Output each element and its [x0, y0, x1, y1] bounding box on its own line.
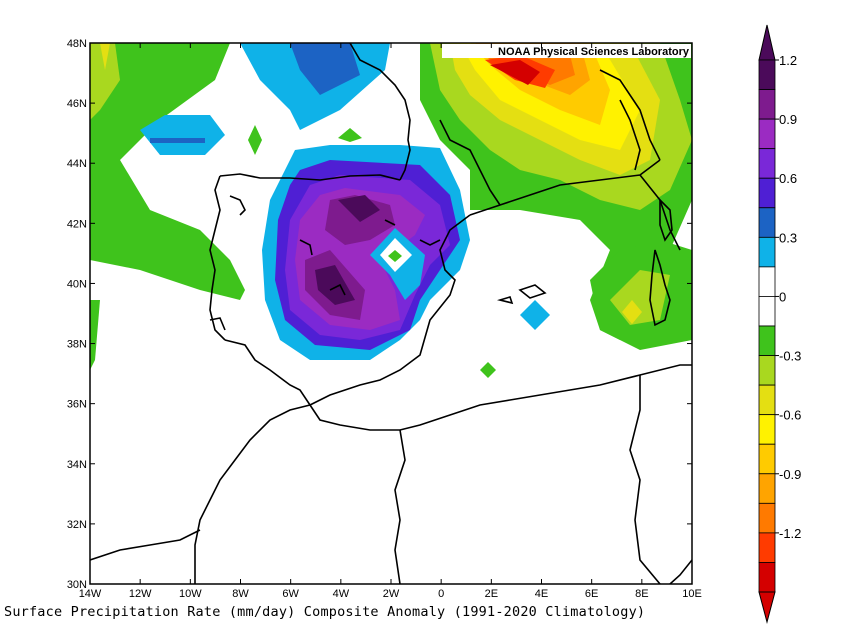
- colorbar-segment: [758, 562, 776, 593]
- colorbar-label: 0.6: [779, 171, 797, 186]
- colorbar-segment: [758, 355, 776, 386]
- lon-tick-label: 12W: [129, 588, 152, 600]
- colorbar-segment: [758, 502, 776, 534]
- lat-tick-label: 48N: [67, 38, 87, 50]
- colorbar-segment: [758, 325, 776, 356]
- credit-box: NOAA Physical Sciences Laboratory: [442, 44, 691, 58]
- lon-tick-label: 14W: [79, 588, 102, 600]
- lat-tick-label: 46N: [67, 98, 87, 110]
- colorbar-segment: [758, 236, 776, 268]
- colorbar-segment: [758, 207, 776, 238]
- colorbar-segment: [758, 89, 776, 120]
- lat-tick-label: 44N: [67, 158, 87, 170]
- colorbar-top-arrow: [758, 24, 776, 61]
- colorbar-segment: [758, 118, 776, 150]
- credit-text: NOAA Physical Sciences Laboratory: [498, 46, 690, 58]
- colorbar-segment: [758, 532, 776, 563]
- colorbar-segment: [758, 296, 776, 327]
- lon-tick-label: 0: [438, 588, 444, 600]
- lon-tick-label: 4E: [535, 588, 548, 600]
- axis-ticks: 14W 12W 10W 8W 6W 4W 2W 0 2E 4E 6E 8E 10E 48N 46N 44N 42…: [67, 38, 702, 600]
- colorbar-segment: [758, 266, 776, 297]
- lat-tick-label: 32N: [67, 519, 87, 531]
- lat-tick-label: 34N: [67, 459, 87, 471]
- colorbar-segment: [758, 473, 776, 504]
- lon-tick-label: 8E: [635, 588, 648, 600]
- colorbar-segment: [758, 59, 776, 90]
- anomaly-field: [90, 43, 692, 584]
- lon-tick-label: 2W: [383, 588, 400, 600]
- colorbar-label: -0.3: [779, 349, 801, 364]
- colorbar-segment: [758, 384, 776, 416]
- colorbar-label: 0.3: [779, 230, 797, 245]
- lon-tick-label: 2E: [485, 588, 498, 600]
- lon-tick-label: 6W: [282, 588, 299, 600]
- lon-tick-label: 10W: [179, 588, 202, 600]
- colorbar-bottom-arrow: [758, 591, 776, 624]
- colorbar-label: 0.9: [779, 112, 797, 127]
- lon-tick-label: 8W: [232, 588, 249, 600]
- colorbar-segment: [758, 177, 776, 209]
- lon-tick-label: 6E: [585, 588, 598, 600]
- colorbar-label: -0.6: [779, 408, 801, 423]
- colorbar-label: 1.2: [779, 53, 797, 68]
- colorbar-segment: [758, 414, 776, 445]
- colorbar-label: -1.2: [779, 526, 801, 541]
- colorbar-label: -0.9: [779, 467, 801, 482]
- colorbar: 1.2 0.9 0.6 0.3 0 -0.3 -0.6 -0.9 -1.2: [758, 24, 801, 624]
- lat-tick-label: 38N: [67, 339, 87, 351]
- lat-tick-label: 36N: [67, 399, 87, 411]
- lon-tick-label: 4W: [333, 588, 350, 600]
- colorbar-segment: [758, 443, 776, 475]
- colorbar-label: 0: [779, 289, 786, 304]
- lat-tick-label: 40N: [67, 278, 87, 290]
- lon-tick-label: 10E: [682, 588, 702, 600]
- lat-tick-label: 42N: [67, 218, 87, 230]
- map-caption: Surface Precipitation Rate (mm/day) Comp…: [4, 604, 646, 620]
- colorbar-segment: [758, 148, 776, 179]
- lat-tick-label: 30N: [67, 579, 87, 591]
- coastlines: [90, 43, 692, 584]
